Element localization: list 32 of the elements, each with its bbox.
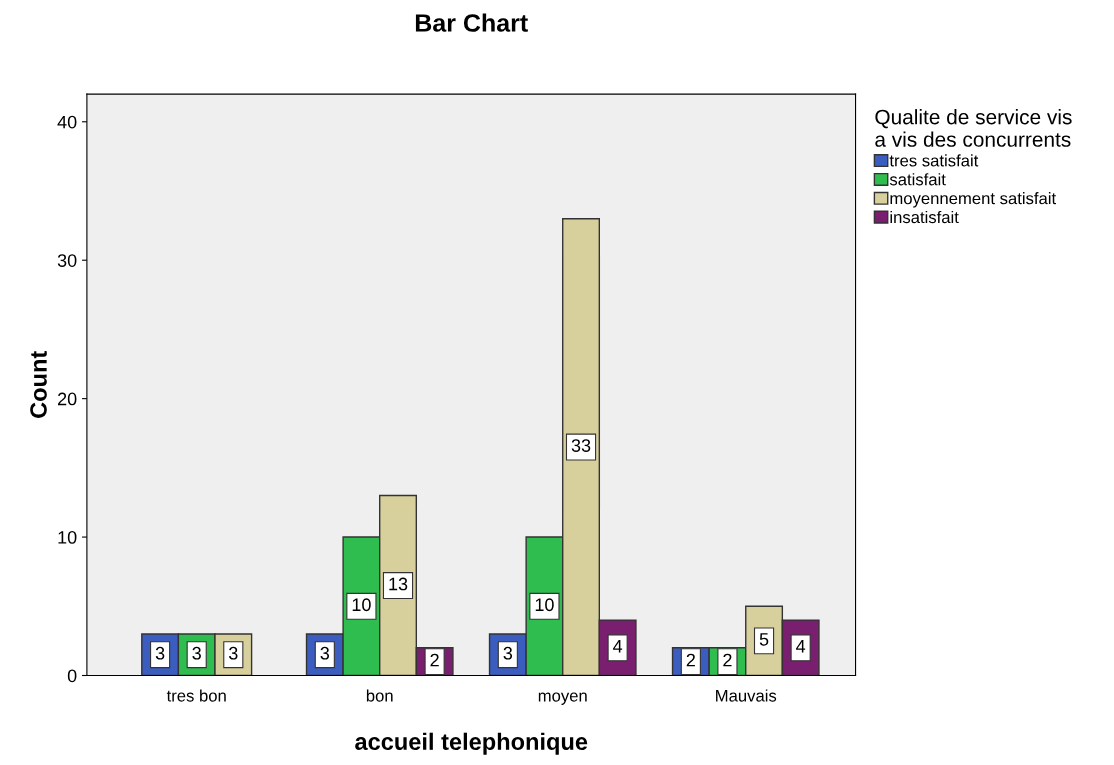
data-label: 10 [535,598,554,612]
data-label: 4 [613,640,623,653]
x-tick-label: moyen [538,692,587,705]
x-tick-label: bon [366,689,393,702]
data-label: 3 [320,646,330,660]
data-label: 4 [796,640,806,653]
legend-title: Qualite de service vis a vis des concurrents [875,109,1072,147]
x-axis-title: accueil telephonique [355,732,588,755]
legend-label: tres satisfait [889,154,979,167]
data-label: 3 [192,646,201,660]
chart-title: Bar Chart [415,13,528,32]
y-tick-label: 40 [57,115,77,129]
data-label: 3 [228,646,238,660]
data-label: 13 [389,577,408,591]
x-tick-label: tres bon [166,689,226,702]
data-label: 3 [155,646,165,660]
y-axis-title: Count [30,350,47,418]
legend-label: satisfait [889,173,946,186]
legend-label: insatisfait [890,210,959,224]
data-label: 2 [686,653,695,667]
data-label: 2 [430,653,439,667]
data-label: 2 [723,653,732,667]
y-tick-label: 0 [67,669,77,683]
data-label: 3 [503,646,513,660]
y-tick-label: 30 [57,254,77,267]
data-label: 10 [352,598,371,612]
x-tick-label: Mauvais [716,689,777,702]
data-label: 5 [759,633,769,646]
y-tick-label: 20 [58,392,77,406]
data-label: 33 [571,439,591,452]
legend-label: moyennement satisfait [890,192,1057,208]
y-tick-label: 10 [58,531,77,544]
